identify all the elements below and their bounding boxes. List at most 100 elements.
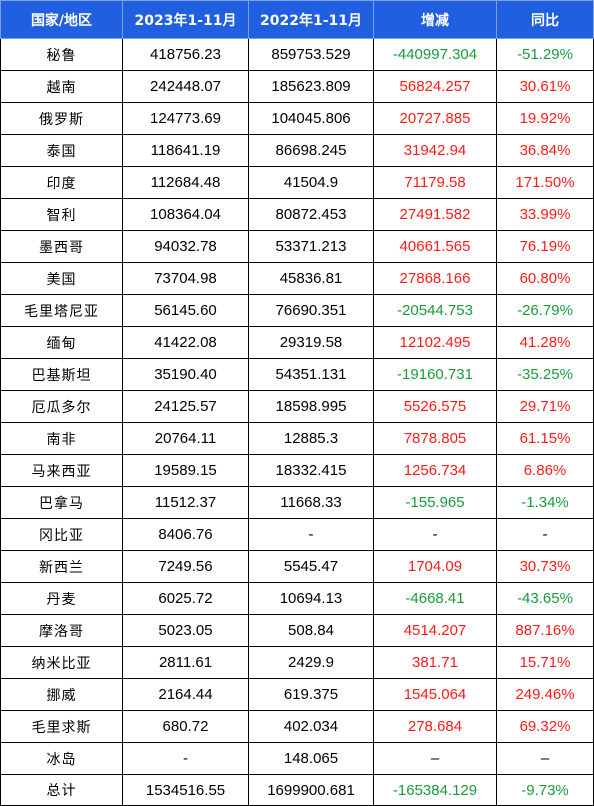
change-cell: 27868.166 [373, 262, 497, 295]
yoy-cell: 33.99% [496, 198, 594, 231]
value-2023-cell: 19589.15 [122, 454, 249, 487]
country-cell: 冈比亚 [0, 518, 123, 551]
country-cell: 摩洛哥 [0, 614, 123, 647]
table-row: 缅甸 41422.08 29319.58 12102.495 41.28% [0, 326, 594, 359]
value-2022-cell: 1699900.681 [248, 774, 374, 806]
header-country: 国家/地区 [0, 0, 123, 39]
yoy-cell: 36.84% [496, 134, 594, 167]
value-2022-cell: 11668.33 [248, 486, 374, 519]
country-cell: 冰岛 [0, 742, 123, 775]
change-cell: 71179.58 [373, 166, 497, 199]
value-2023-cell: 35190.40 [122, 358, 249, 391]
value-2023-cell: 7249.56 [122, 550, 249, 583]
change-cell: -155.965 [373, 486, 497, 519]
table-row: 摩洛哥 5023.05 508.84 4514.207 887.16% [0, 614, 594, 647]
value-2022-cell: 29319.58 [248, 326, 374, 359]
country-cell: 墨西哥 [0, 230, 123, 263]
country-cell: 总计 [0, 774, 123, 806]
table-row: 毛里求斯 680.72 402.034 278.684 69.32% [0, 710, 594, 743]
yoy-cell: -51.29% [496, 38, 594, 71]
value-2023-cell: - [122, 742, 249, 775]
value-2023-cell: 112684.48 [122, 166, 249, 199]
change-cell: -20544.753 [373, 294, 497, 327]
table-row: 智利 108364.04 80872.453 27491.582 33.99% [0, 198, 594, 231]
table-row: 冰岛 -148.065– – [0, 742, 594, 775]
value-2023-cell: 418756.23 [122, 38, 249, 71]
table-row: 越南 242448.07 185623.809 56824.257 30.61% [0, 70, 594, 103]
value-2022-cell: 86698.245 [248, 134, 374, 167]
country-cell: 巴基斯坦 [0, 358, 123, 391]
country-cell: 巴拿马 [0, 486, 123, 519]
value-2022-cell: 41504.9 [248, 166, 374, 199]
value-2022-cell: - [248, 518, 374, 551]
table-row: 马来西亚 19589.15 18332.415 1256.734 6.86% [0, 454, 594, 487]
value-2022-cell: 859753.529 [248, 38, 374, 71]
value-2023-cell: 118641.19 [122, 134, 249, 167]
value-2022-cell: 80872.453 [248, 198, 374, 231]
change-cell: 1545.064 [373, 678, 497, 711]
yoy-cell: 61.15% [496, 422, 594, 455]
country-cell: 美国 [0, 262, 123, 295]
value-2022-cell: 2429.9 [248, 646, 374, 679]
change-cell: 1256.734 [373, 454, 497, 487]
value-2023-cell: 1534516.55 [122, 774, 249, 806]
value-2022-cell: 12885.3 [248, 422, 374, 455]
value-2023-cell: 242448.07 [122, 70, 249, 103]
table-row: 美国 73704.98 45836.81 27868.166 60.80% [0, 262, 594, 295]
table-row: 纳米比亚 2811.61 2429.9 381.71 15.71% [0, 646, 594, 679]
value-2023-cell: 2164.44 [122, 678, 249, 711]
value-2022-cell: 619.375 [248, 678, 374, 711]
yoy-cell: 41.28% [496, 326, 594, 359]
table-body: 秘鲁 418756.23 859753.529 -440997.304 -51.29% 越… [0, 38, 594, 806]
value-2023-cell: 108364.04 [122, 198, 249, 231]
table-row: 厄瓜多尔 24125.57 18598.995 5526.575 29.71% [0, 390, 594, 423]
table-row: 印度 112684.48 41504.9 71179.58 171.50% [0, 166, 594, 199]
table-row: 泰国 118641.19 86698.245 31942.94 36.84% [0, 134, 594, 167]
value-2022-cell: 104045.806 [248, 102, 374, 135]
value-2022-cell: 402.034 [248, 710, 374, 743]
change-cell: -4668.41 [373, 582, 497, 615]
yoy-cell: 60.80% [496, 262, 594, 295]
yoy-cell: 30.73% [496, 550, 594, 583]
country-cell: 厄瓜多尔 [0, 390, 123, 423]
header-2022: 2022年1-11月 [248, 0, 374, 39]
change-cell: 56824.257 [373, 70, 497, 103]
country-cell: 挪威 [0, 678, 123, 711]
table-row: 巴拿马 11512.37 11668.33 -155.965 -1.34% [0, 486, 594, 519]
change-cell: 4514.207 [373, 614, 497, 647]
yoy-cell: 29.71% [496, 390, 594, 423]
change-cell: 20727.885 [373, 102, 497, 135]
value-2023-cell: 56145.60 [122, 294, 249, 327]
country-cell: 印度 [0, 166, 123, 199]
change-cell: 381.71 [373, 646, 497, 679]
total-row: 总计 1534516.55 1699900.681 -165384.129 -9.73% [0, 774, 594, 806]
value-2022-cell: 10694.13 [248, 582, 374, 615]
change-cell: 1704.09 [373, 550, 497, 583]
value-2022-cell: 148.065 [248, 742, 374, 775]
table-row: 南非 20764.11 12885.3 7878.805 61.15% [0, 422, 594, 455]
change-cell: -440997.304 [373, 38, 497, 71]
yoy-cell: -43.65% [496, 582, 594, 615]
change-cell: 40661.565 [373, 230, 497, 263]
header-yoy: 同比 [496, 0, 594, 39]
country-cell: 缅甸 [0, 326, 123, 359]
yoy-cell: - [496, 518, 594, 551]
table-row: 巴基斯坦 35190.40 54351.131 -19160.731 -35.25% [0, 358, 594, 391]
value-2023-cell: 5023.05 [122, 614, 249, 647]
yoy-cell: 15.71% [496, 646, 594, 679]
value-2023-cell: 20764.11 [122, 422, 249, 455]
yoy-cell: – [496, 742, 594, 775]
change-cell: – [373, 742, 497, 775]
value-2022-cell: 185623.809 [248, 70, 374, 103]
table-row: 秘鲁 418756.23 859753.529 -440997.304 -51.29% [0, 38, 594, 71]
yoy-cell: 19.92% [496, 102, 594, 135]
table-row: 俄罗斯 124773.69 104045.806 20727.885 19.92% [0, 102, 594, 135]
yoy-cell: 69.32% [496, 710, 594, 743]
header-change: 增减 [373, 0, 497, 39]
yoy-cell: -1.34% [496, 486, 594, 519]
change-cell: 7878.805 [373, 422, 497, 455]
value-2023-cell: 680.72 [122, 710, 249, 743]
yoy-cell: 249.46% [496, 678, 594, 711]
value-2022-cell: 76690.351 [248, 294, 374, 327]
